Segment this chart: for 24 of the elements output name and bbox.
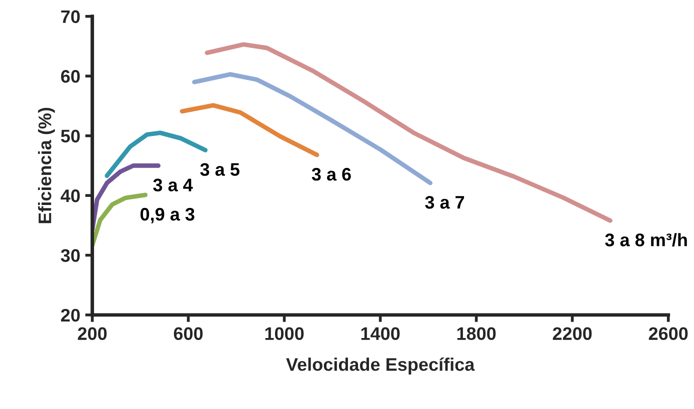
x-tick-label: 600	[174, 327, 203, 340]
y-tick-label: 30	[60, 249, 80, 262]
x-tick-label: 1800	[457, 327, 496, 340]
series-label: 3 a 4	[153, 178, 193, 192]
x-axis-title: Velocidade Específica	[286, 357, 475, 374]
x-tick-label: 1400	[361, 327, 400, 340]
line-series	[104, 130, 208, 178]
x-tick-label: 1000	[265, 327, 304, 340]
series-label: 3 a 5	[200, 163, 240, 176]
x-tick-label: 2200	[552, 327, 592, 340]
line-series	[192, 72, 432, 186]
y-tick-label: 60	[61, 70, 80, 83]
x-tick-label: 2600	[648, 327, 688, 340]
line-series	[180, 103, 320, 158]
y-tick-label: 40	[60, 189, 80, 202]
series-label: 0,9 a 3	[140, 208, 194, 224]
x-tick-label: 200	[78, 327, 107, 340]
series-label: 3 a 8 m³/h	[605, 233, 687, 247]
series-label: 3 a 6	[312, 168, 351, 181]
y-axis-title: Eficiencia (%)	[38, 108, 55, 224]
y-tick-label: 20	[61, 308, 80, 322]
series-label: 3 a 7	[425, 196, 464, 209]
y-tick-label: 50	[60, 130, 80, 143]
y-tick-label: 70	[61, 10, 80, 24]
